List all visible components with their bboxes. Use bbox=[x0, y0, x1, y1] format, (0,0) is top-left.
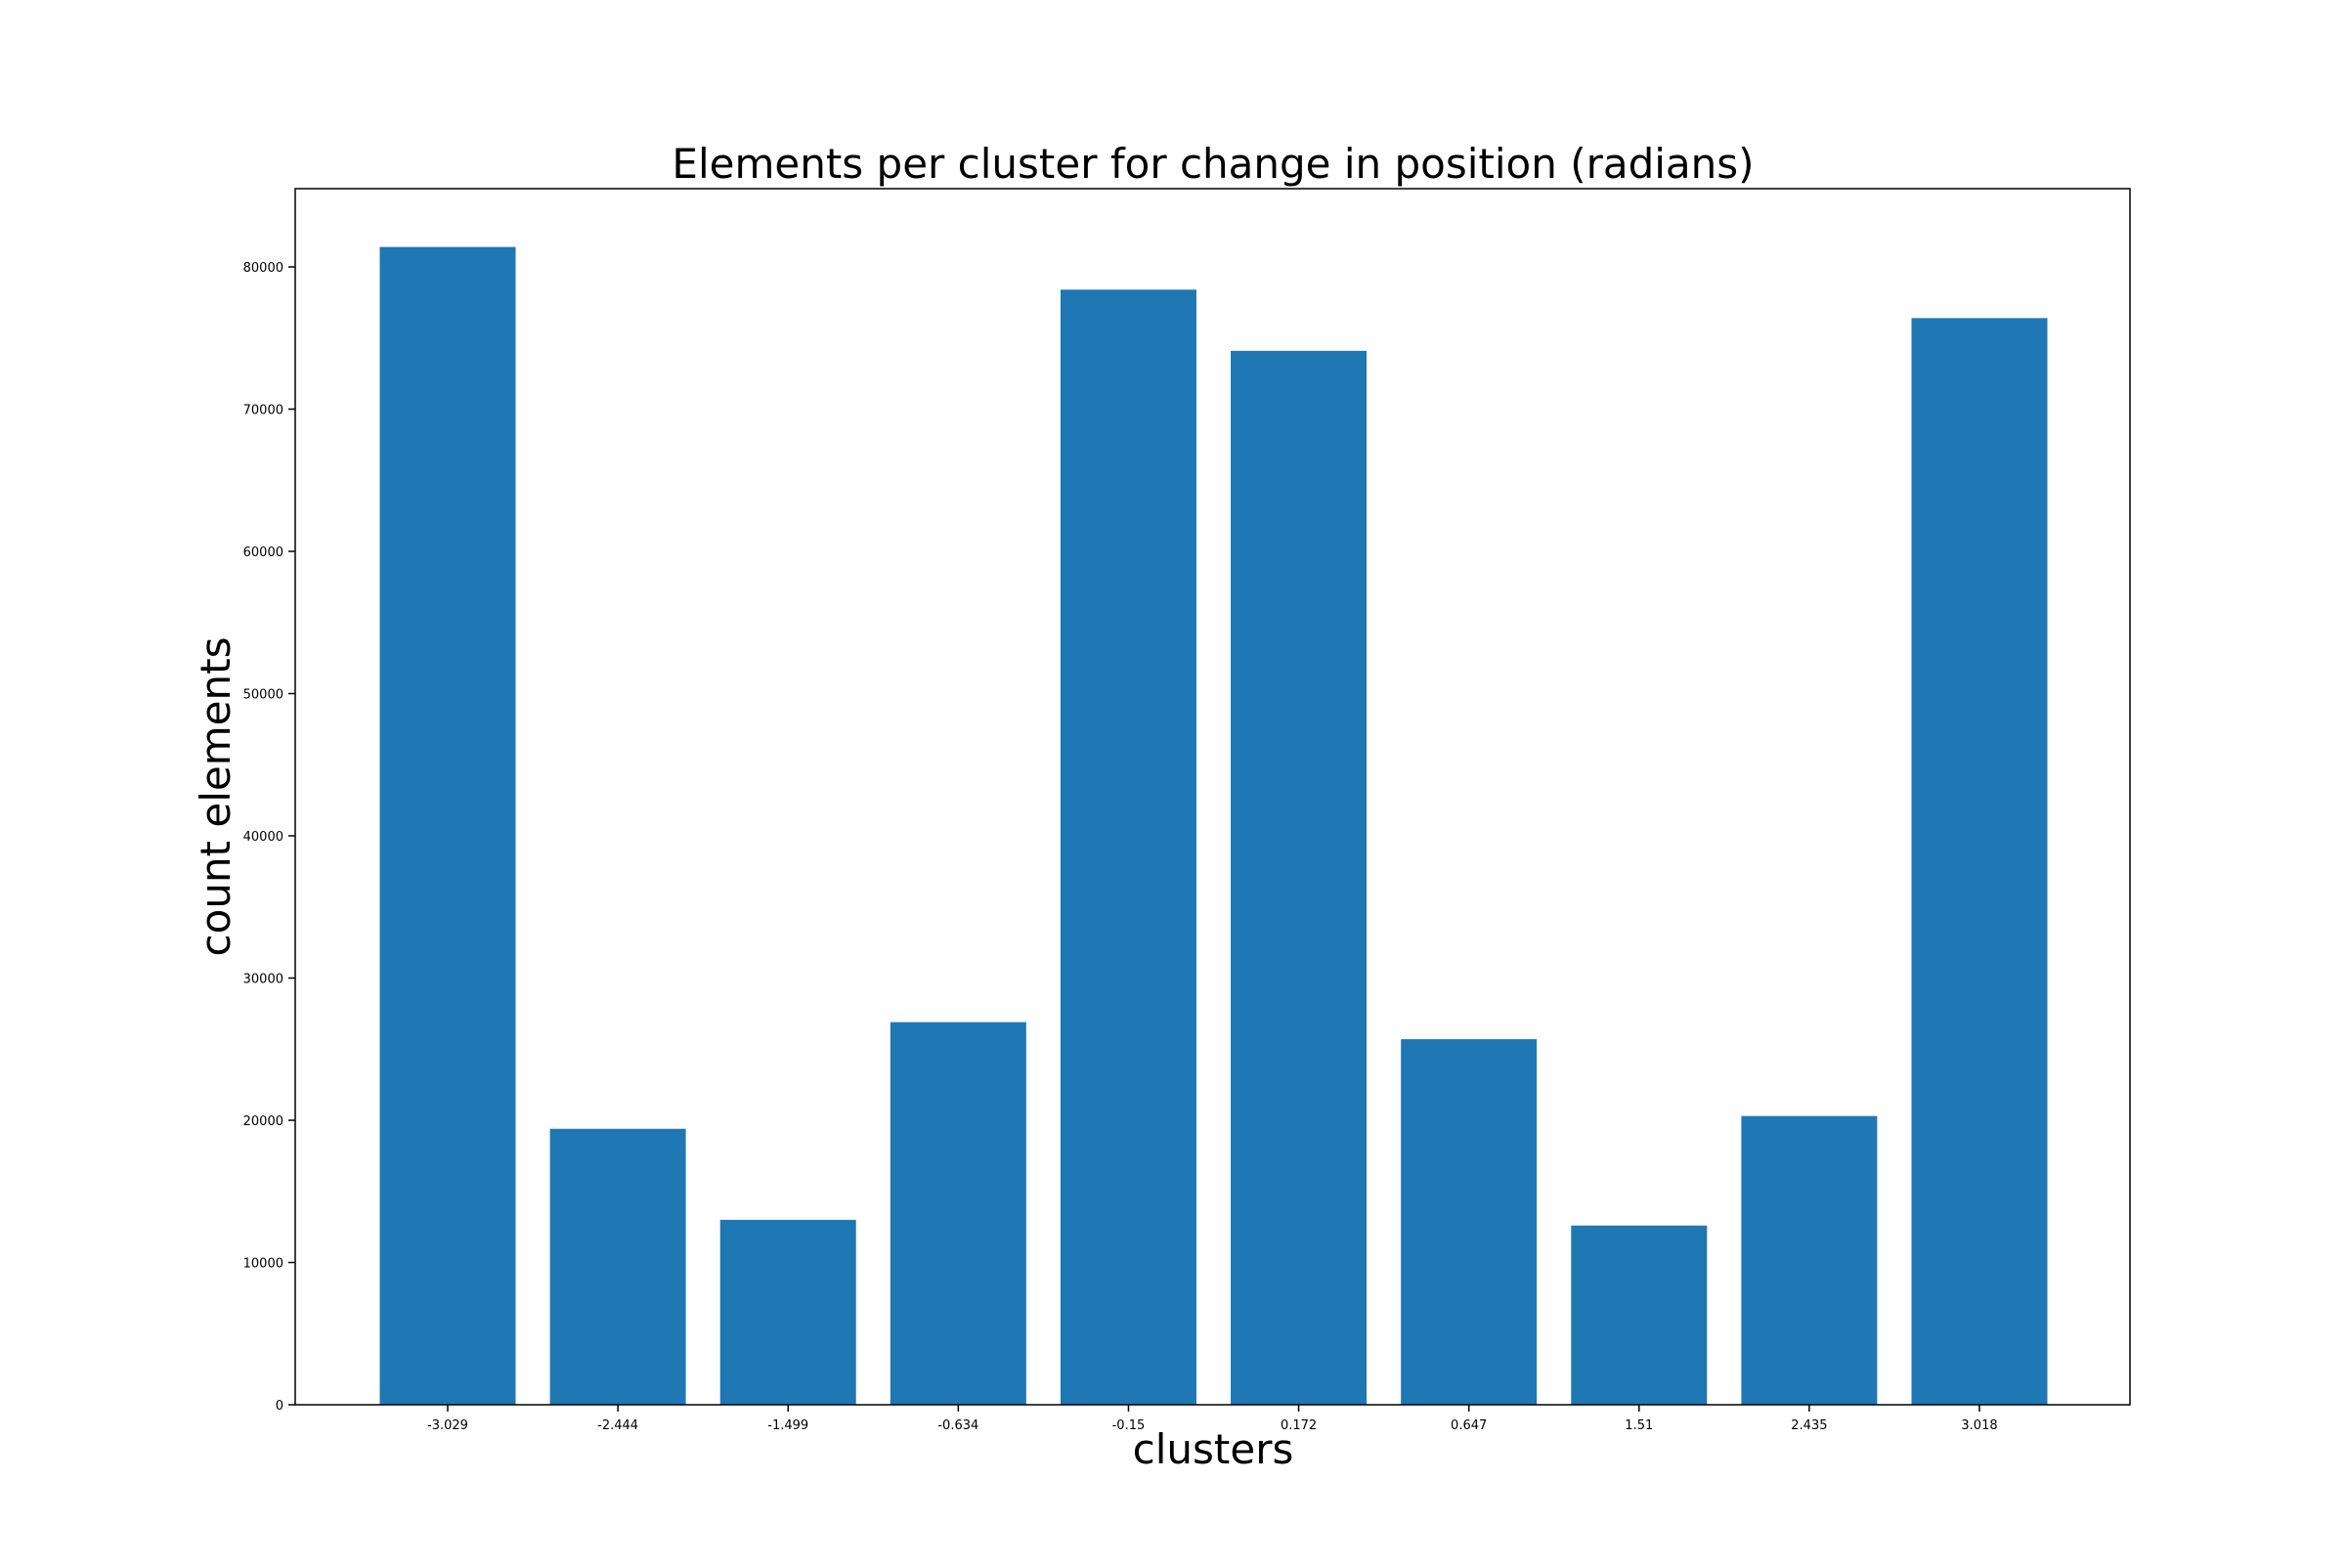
x-tick-label: 2.435 bbox=[1791, 1418, 1827, 1433]
y-tick-label: 70000 bbox=[243, 404, 283, 418]
x-tick-label: -1.499 bbox=[767, 1418, 808, 1433]
bars-group bbox=[379, 246, 2048, 1405]
bar-0.172 bbox=[1231, 350, 1368, 1405]
x-tick-label: 0.647 bbox=[1451, 1418, 1487, 1433]
bar-0.647 bbox=[1401, 1039, 1538, 1405]
y-tick-label: 30000 bbox=[243, 973, 283, 987]
x-tick-label: -0.15 bbox=[1112, 1418, 1146, 1433]
x-tick-label: 1.51 bbox=[1625, 1418, 1653, 1433]
bar--2.444 bbox=[549, 1128, 686, 1405]
y-tick-label: 0 bbox=[276, 1399, 283, 1414]
x-tick-label: 0.172 bbox=[1281, 1418, 1317, 1433]
bar--1.499 bbox=[719, 1219, 856, 1405]
y-tick-label: 60000 bbox=[243, 545, 283, 560]
y-axis: 0 10000 20000 30000 40000 50000 60000 70000 8000… bbox=[243, 261, 295, 1414]
plot-frame bbox=[294, 188, 2131, 1406]
y-tick-label: 80000 bbox=[243, 261, 283, 276]
x-axis-label: clusters bbox=[1133, 1425, 1294, 1473]
y-tick-label: 40000 bbox=[243, 830, 283, 845]
x-axis: -3.029 -2.444 -1.499 -0.634 -0.15 0.172 0.647 1… bbox=[427, 1405, 1998, 1433]
y-tick-label: 10000 bbox=[243, 1257, 283, 1272]
bar-3.018 bbox=[1911, 318, 2048, 1405]
x-tick-label: 3.018 bbox=[1961, 1418, 1997, 1433]
bar--3.029 bbox=[379, 246, 516, 1405]
bar--0.15 bbox=[1060, 289, 1196, 1405]
x-tick-label: -2.444 bbox=[597, 1418, 638, 1433]
bar-2.435 bbox=[1741, 1115, 1878, 1405]
x-tick-label: -0.634 bbox=[937, 1418, 978, 1433]
bar-1.51 bbox=[1571, 1225, 1708, 1405]
bar--0.634 bbox=[890, 1022, 1026, 1405]
y-tick-label: 50000 bbox=[243, 688, 283, 703]
y-tick-label: 20000 bbox=[243, 1114, 283, 1129]
chart-title: Elements per cluster for change in posit… bbox=[672, 140, 1754, 188]
y-axis-label: count elements bbox=[192, 637, 239, 957]
x-tick-label: -3.029 bbox=[427, 1418, 468, 1433]
